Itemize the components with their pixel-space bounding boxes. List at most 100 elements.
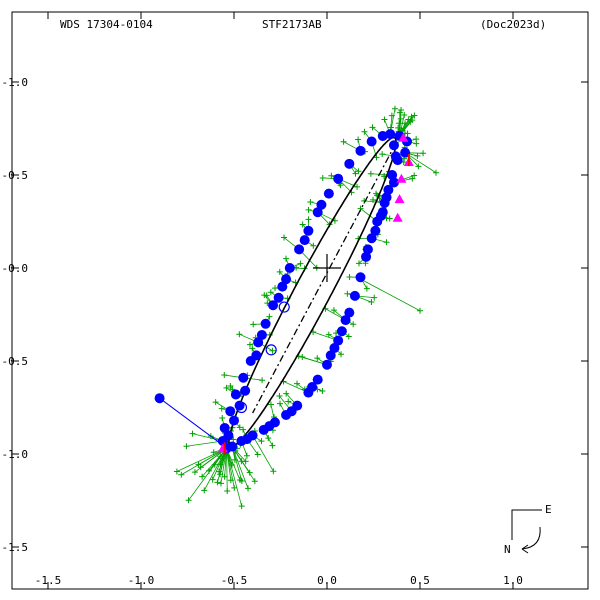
header-right: (Doc2023d) xyxy=(480,18,546,31)
micrometer-point-67 xyxy=(267,401,274,408)
micrometer-point-61 xyxy=(285,398,292,405)
hollow-point-1 xyxy=(235,401,248,414)
micrometer-residual-190 xyxy=(404,152,437,174)
primary-star xyxy=(313,254,341,282)
micrometer-point-172 xyxy=(183,443,190,450)
micrometer-point-62 xyxy=(276,393,283,400)
micrometer-point-145 xyxy=(340,138,347,145)
micrometer-point-6 xyxy=(408,113,415,120)
x-tick-label-2: -0.5 xyxy=(221,574,248,587)
micrometer-outlier-point xyxy=(417,307,423,314)
micrometer-point-141 xyxy=(319,174,326,181)
micrometer-point-88 xyxy=(217,480,224,487)
micrometer-point-184 xyxy=(396,120,403,127)
micrometer-point-121 xyxy=(297,260,304,267)
micrometer-point-104 xyxy=(227,383,234,390)
highlight-point-2 xyxy=(396,173,407,183)
micrometer-point-38 xyxy=(371,294,378,301)
micrometer-point-51 xyxy=(345,333,352,340)
micrometer-residual-172 xyxy=(186,440,223,447)
outlier-residual xyxy=(159,397,225,447)
micrometer-point-177 xyxy=(201,487,208,494)
speckle-point-53 xyxy=(229,415,239,426)
speckle-point-49 xyxy=(388,177,399,188)
x-tick-label-1: -1.0 xyxy=(128,574,155,587)
speckle-point-44 xyxy=(355,145,366,156)
compass: E N xyxy=(504,503,552,556)
micrometer-point-43 xyxy=(350,321,357,328)
micrometer-point-188 xyxy=(409,175,416,182)
micrometer-point-103 xyxy=(221,372,228,379)
micrometer-point-182 xyxy=(414,152,421,159)
micrometer-point-148 xyxy=(355,168,362,175)
micrometer-point-11 xyxy=(420,150,427,157)
y-tick-label-0: -1.0 xyxy=(2,76,29,89)
micrometer-point-130 xyxy=(282,255,289,262)
speckle-point-54 xyxy=(234,400,245,411)
micrometer-outlier-line xyxy=(364,280,421,312)
micrometer-point-166 xyxy=(209,476,216,483)
micrometer-point-128 xyxy=(310,242,317,249)
compass-arrow xyxy=(521,526,541,550)
speckle-point-29 xyxy=(225,406,236,417)
micrometer-point-47 xyxy=(325,331,332,338)
compass-arrow-head xyxy=(521,544,529,554)
x-tick-label-4: 0.5 xyxy=(410,574,430,587)
micrometer-point-152 xyxy=(361,128,368,135)
speckle-point-42 xyxy=(333,173,344,184)
micrometer-point-196 xyxy=(224,488,231,495)
micrometer-point-102 xyxy=(259,377,266,384)
speckle-point-36 xyxy=(277,281,288,292)
micrometer-residual-197 xyxy=(226,448,241,481)
speckle-measures xyxy=(154,129,412,454)
x-tick-label-0: -1.5 xyxy=(35,574,62,587)
speckle-point-34 xyxy=(260,318,271,329)
micrometer-point-123 xyxy=(276,268,283,275)
micrometer-point-42 xyxy=(330,307,337,314)
micrometer-point-119 xyxy=(263,292,270,299)
micrometer-residual-195 xyxy=(226,448,243,507)
x-tick-label-3: 0.0 xyxy=(317,574,337,587)
micrometer-point-73 xyxy=(240,426,247,433)
speckle-point-67 xyxy=(362,244,373,255)
speckle-point-61 xyxy=(333,335,344,346)
micrometer-point-176 xyxy=(197,464,204,471)
micrometer-point-4 xyxy=(411,112,418,119)
speckle-point-30 xyxy=(230,389,241,400)
micrometer-residual-196 xyxy=(226,448,228,492)
micrometer-point-7 xyxy=(402,120,409,127)
speckle-point-38 xyxy=(294,244,305,255)
speckle-point-58 xyxy=(273,292,284,303)
micrometer-point-133 xyxy=(307,198,314,205)
speckle-point-41 xyxy=(323,188,334,199)
micrometer-point-169 xyxy=(217,471,224,478)
speckle-point-40 xyxy=(312,207,323,218)
speckle-point-28 xyxy=(219,422,230,433)
micrometer-point-195 xyxy=(238,503,245,510)
micrometer-point-100 xyxy=(218,405,225,412)
speckle-point-66 xyxy=(242,434,253,445)
hollow-point-2 xyxy=(265,344,277,356)
micrometer-point-113 xyxy=(249,345,256,352)
micrometer-point-197 xyxy=(237,476,244,483)
micrometer-point-10 xyxy=(388,112,395,119)
micrometer-point-162 xyxy=(191,469,198,476)
micrometer-point-63 xyxy=(283,390,290,397)
y-tick-label-3: -0.5 xyxy=(2,355,29,368)
speckle-point-13 xyxy=(344,307,355,318)
micrometer-point-50 xyxy=(314,355,321,362)
micrometer-point-77 xyxy=(230,436,237,443)
speckle-point-17 xyxy=(312,374,323,385)
micrometer-point-110 xyxy=(269,347,276,354)
micrometer-point-1 xyxy=(391,105,398,112)
micrometer-point-129 xyxy=(281,234,288,241)
speckle-point-35 xyxy=(268,300,279,311)
speckle-point-37 xyxy=(284,263,295,273)
highlight-point-0 xyxy=(398,132,409,142)
plot-frame xyxy=(11,11,589,590)
primary-star-cross xyxy=(313,254,341,282)
micrometer-point-8 xyxy=(409,117,416,124)
micrometer-point-101 xyxy=(223,384,230,391)
micrometer-point-136 xyxy=(305,216,312,223)
